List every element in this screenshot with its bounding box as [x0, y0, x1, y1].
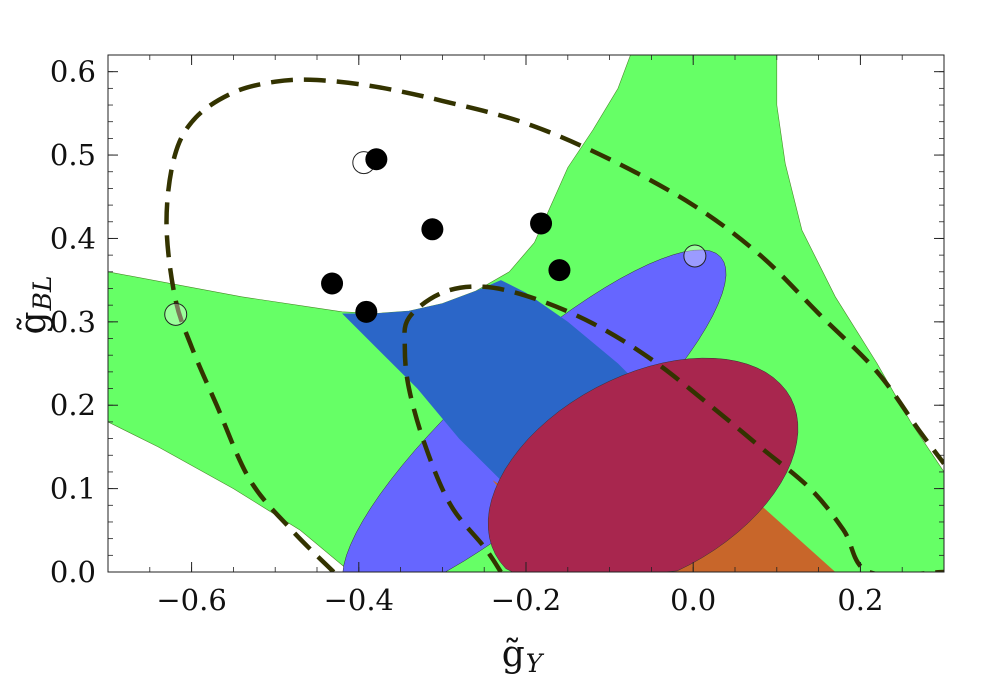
filled-point-2 — [421, 218, 444, 241]
y-axis-label: g̃BL — [13, 275, 57, 334]
x-tick-label: −0.6 — [156, 583, 226, 617]
dashed-contour-1 — [164, 77, 944, 572]
y-tick-label: 0.5 — [50, 138, 96, 172]
filled-point-1 — [365, 148, 388, 171]
regions-layer — [108, 55, 944, 572]
points-layer — [164, 148, 707, 326]
y-tick-label: 0.4 — [50, 221, 96, 255]
x-axis-label-text: g̃Y — [502, 634, 545, 675]
filled-point-6 — [355, 300, 378, 323]
y-axis-label-text: g̃BL — [13, 275, 57, 334]
y-tick-label: 0.2 — [50, 388, 96, 422]
y-tick-label: 0.0 — [50, 555, 96, 589]
y-tick-label: 0.6 — [50, 55, 96, 89]
filled-point-5 — [321, 272, 344, 295]
open-point-2 — [164, 302, 188, 326]
x-axis-label: g̃Y — [502, 634, 545, 675]
y-tick-label: 0.1 — [50, 472, 96, 506]
filled-point-3 — [530, 212, 553, 235]
x-tick-label: 0.0 — [670, 583, 716, 617]
y-tick-label: 0.3 — [50, 305, 96, 339]
open-point-3 — [683, 244, 707, 268]
contours-layer — [164, 77, 944, 572]
x-tick-label: 0.2 — [837, 583, 883, 617]
dashed-contour-2 — [402, 284, 944, 572]
ticks-layer: −0.6 −0.4 −0.2 0.0 0.2 0.0 0.1 0.2 0.3 0.4 0.5 0.6 — [50, 54, 945, 617]
x-tick-label: −0.4 — [324, 583, 394, 617]
x-tick-label: −0.2 — [491, 583, 561, 617]
filled-point-4 — [548, 259, 571, 282]
